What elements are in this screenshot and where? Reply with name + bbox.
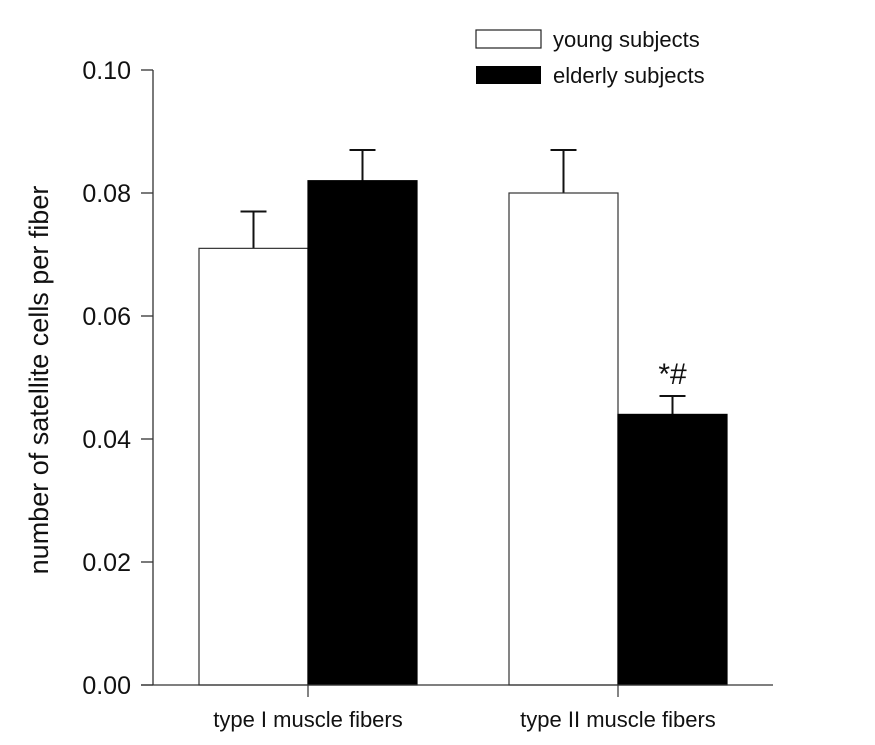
legend-label-elderly: elderly subjects (553, 63, 705, 88)
y-tick-label: 0.06 (82, 303, 131, 331)
y-axis-label: number of satellite cells per fiber (24, 186, 54, 575)
legend-label-young: young subjects (553, 27, 700, 52)
x-tick-label: type II muscle fibers (520, 707, 716, 732)
y-tick-label: 0.10 (82, 57, 131, 85)
y-tick-label: 0.08 (82, 180, 131, 208)
x-tick-label: type I muscle fibers (213, 707, 403, 732)
y-tick-label: 0.00 (82, 672, 131, 700)
legend: young subjects elderly subjects (475, 27, 705, 88)
y-tick-label: 0.04 (82, 426, 131, 454)
legend-swatch-elderly (476, 66, 541, 84)
y-tick-label: 0.02 (82, 549, 131, 577)
bar-elderly-1 (307, 180, 418, 686)
legend-swatch-young (475, 29, 542, 49)
bar-young-1 (198, 247, 309, 686)
bar-elderly-2 (617, 413, 728, 686)
significance-annotation: *# (658, 358, 687, 391)
bar-young-2 (508, 192, 619, 686)
